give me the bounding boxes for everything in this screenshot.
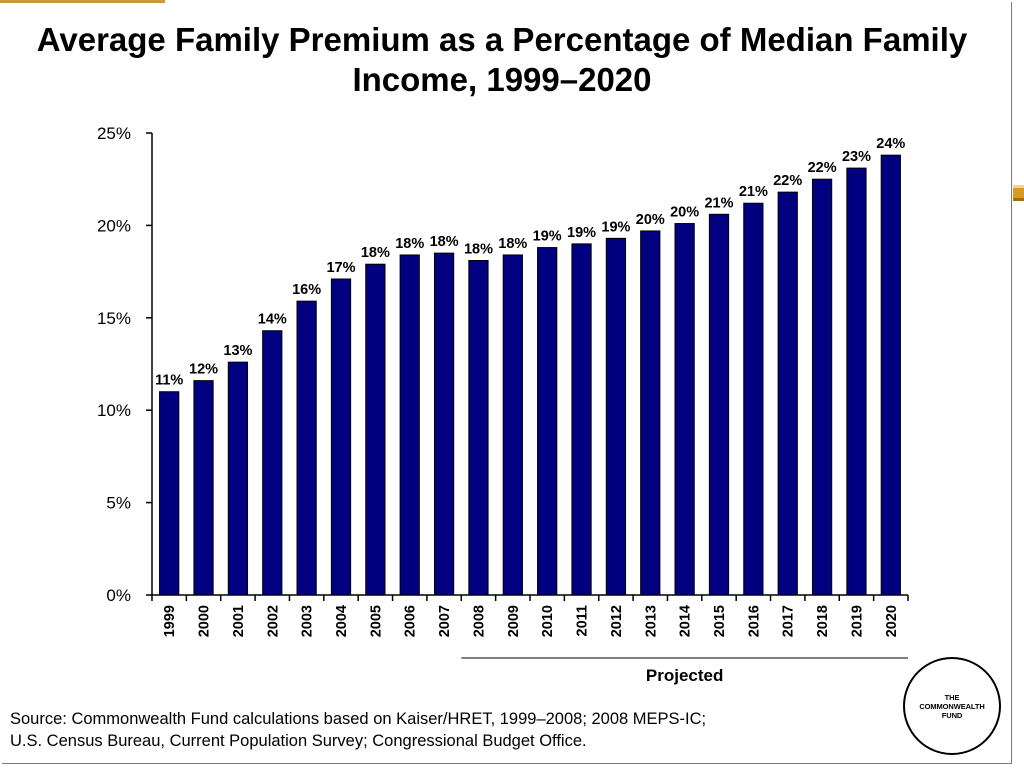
source-line-1: Source: Commonwealth Fund calculations b… [10, 710, 707, 728]
logo-line-1: THE [944, 692, 960, 702]
data-label-2001: 13% [223, 343, 252, 359]
slide-frame [2, 2, 1012, 764]
data-label-2003: 16% [292, 282, 321, 298]
category-label-2011: 2011 [575, 605, 591, 636]
category-label-1999: 1999 [162, 605, 178, 637]
bar-2006 [399, 254, 420, 596]
category-label-2018: 2018 [815, 605, 831, 637]
data-label-2017: 22% [773, 173, 802, 189]
bar-2010 [537, 247, 558, 596]
accent-bar-right [1013, 185, 1024, 201]
data-label-2008: 18% [464, 242, 493, 258]
category-label-2006: 2006 [403, 605, 419, 637]
category-label-2000: 2000 [197, 605, 213, 637]
category-label-2003: 2003 [300, 605, 316, 637]
data-label-2010: 19% [533, 229, 562, 245]
y-tick-label: 0% [106, 586, 131, 605]
data-label-2004: 17% [326, 260, 355, 276]
y-tick-label: 5% [106, 494, 131, 513]
data-label-2013: 20% [636, 212, 665, 228]
logo-line-2: COMMONWEALTH [919, 701, 985, 711]
y-tick-label: 20% [97, 216, 131, 235]
bar-2007 [433, 252, 455, 596]
bar-2016 [743, 202, 764, 596]
data-label-2014: 20% [670, 205, 699, 221]
data-label-2012: 19% [601, 219, 630, 235]
bar-2009 [502, 254, 523, 596]
data-label-2020: 24% [876, 136, 905, 152]
category-label-2015: 2015 [712, 605, 728, 637]
category-label-2020: 2020 [884, 605, 900, 637]
data-label-2016: 21% [739, 184, 768, 200]
category-label-2016: 2016 [746, 605, 762, 637]
bar-2011 [571, 243, 592, 596]
data-label-2002: 14% [258, 312, 287, 328]
data-label-2007: 18% [430, 234, 459, 250]
y-tick-label: 25% [97, 124, 131, 143]
data-label-2000: 12% [189, 362, 218, 378]
category-label-2010: 2010 [540, 605, 556, 637]
bar-chart: 0% 5% 10% 15% 20% 25% 11% 1999 12% 2000 13% 2001 14%… [97, 124, 909, 685]
bar-2015 [708, 213, 730, 596]
logo-line-3: FUND [941, 710, 963, 720]
y-tick-label: 10% [97, 401, 131, 420]
bar-2014 [674, 223, 695, 596]
category-label-2001: 2001 [231, 605, 247, 637]
bar-2018 [811, 178, 833, 596]
bar-2000 [193, 380, 214, 596]
bar-2001 [227, 361, 249, 596]
chart-title-line-2: Income, 1999–2020 [352, 61, 652, 98]
bar-2013 [640, 230, 661, 596]
chart-title: Average Family Premium as a Percentage o… [0, 20, 1004, 100]
category-label-2012: 2012 [609, 605, 625, 637]
bar-2002 [262, 330, 283, 596]
data-label-2006: 18% [395, 236, 424, 252]
category-label-2014: 2014 [678, 605, 694, 637]
bar-2004 [330, 278, 352, 596]
bar-1999 [159, 391, 180, 596]
y-tick-label: 15% [97, 309, 131, 328]
data-label-2015: 21% [704, 195, 733, 211]
bar-2003 [296, 300, 317, 596]
bar-2019 [846, 167, 867, 596]
data-label-2018: 22% [808, 160, 837, 176]
data-label-2009: 18% [498, 236, 527, 252]
commonwealth-fund-logo: THE COMMONWEALTH FUND [903, 657, 1001, 755]
data-label-2005: 18% [361, 245, 390, 261]
projected-annotation: Projected [646, 666, 723, 685]
bar-2017 [777, 191, 798, 596]
chart-title-line-1: Average Family Premium as a Percentage o… [36, 21, 968, 58]
category-label-2008: 2008 [471, 605, 487, 637]
bar-2005 [365, 263, 386, 596]
category-label-2017: 2017 [781, 605, 797, 637]
category-label-2013: 2013 [643, 605, 659, 637]
category-label-2007: 2007 [437, 605, 453, 637]
source-note: Source: Commonwealth Fund calculations b… [10, 708, 890, 752]
data-label-2019: 23% [842, 149, 871, 165]
category-label-2002: 2002 [265, 605, 281, 637]
category-label-2004: 2004 [334, 605, 350, 637]
bar-2008 [468, 260, 489, 596]
data-label-2011: 19% [567, 225, 596, 241]
category-label-2005: 2005 [368, 605, 384, 637]
data-label-1999: 11% [155, 373, 183, 389]
bar-2012 [605, 237, 627, 596]
accent-bar-top [0, 0, 165, 3]
bar-2020 [880, 154, 901, 596]
source-line-2: U.S. Census Bureau, Current Population S… [10, 732, 587, 750]
category-label-2019: 2019 [849, 605, 865, 637]
category-label-2009: 2009 [506, 605, 522, 637]
